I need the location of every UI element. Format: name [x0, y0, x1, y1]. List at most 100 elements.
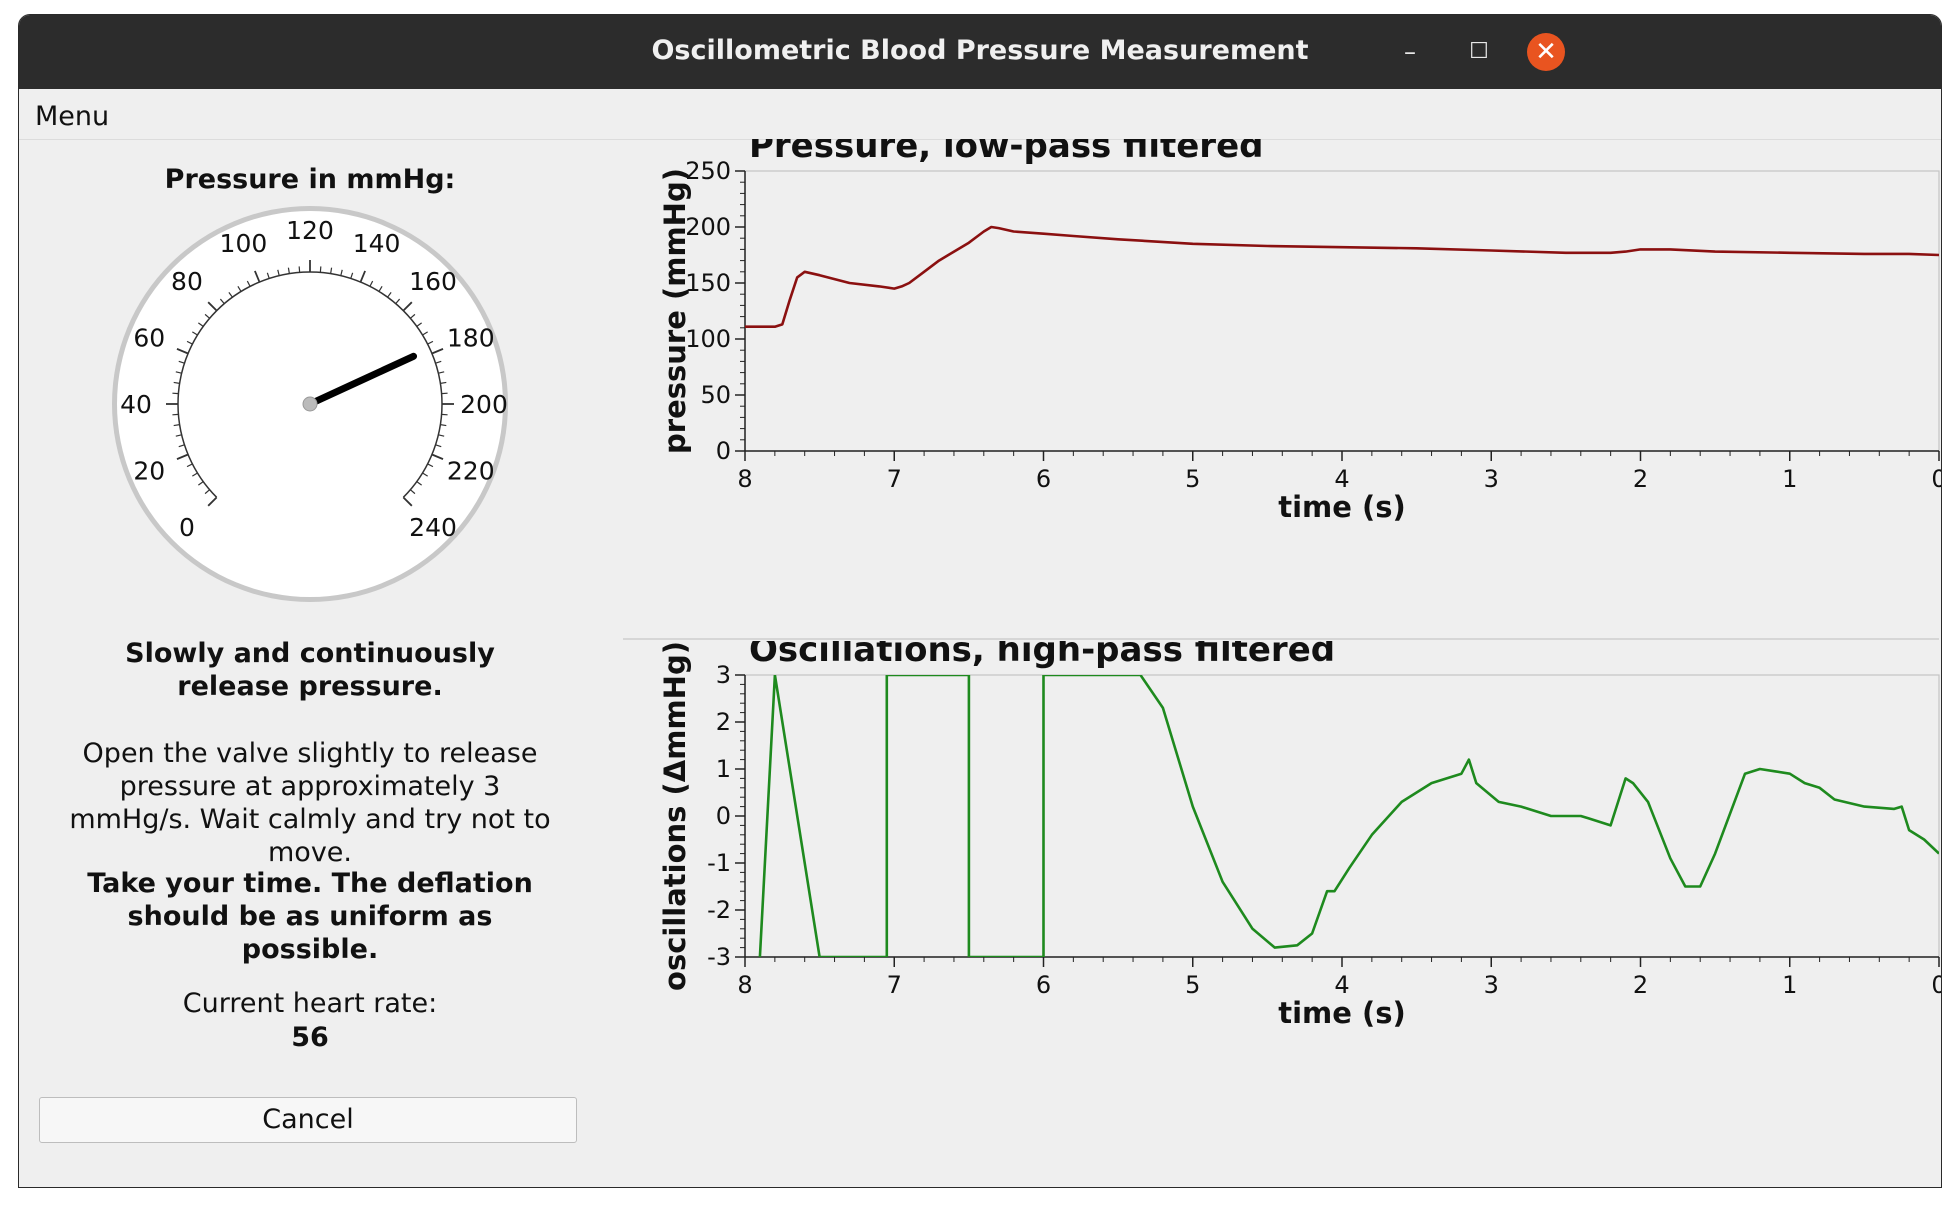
gauge-minor-tick [378, 286, 383, 292]
gauge-label: 180 [447, 323, 495, 352]
gauge-major-tick [359, 270, 366, 283]
y-axis-label: oscillations (ΔmmHg) [658, 641, 692, 991]
x-tick-label: 7 [887, 465, 902, 493]
plot-frame [744, 170, 1940, 452]
gauge-minor-tick [350, 272, 354, 279]
x-tick-label: 8 [737, 971, 752, 999]
gauge-minor-tick [440, 381, 447, 384]
y-tick-label: 0 [716, 437, 731, 465]
gauge-minor-tick [416, 481, 422, 486]
gauge-major-tick [207, 301, 218, 312]
gauge-minor-tick [409, 313, 416, 319]
gauge-hub [302, 396, 318, 412]
x-tick-label: 1 [1782, 971, 1797, 999]
close-button[interactable]: ✕ [1527, 33, 1565, 71]
gauge-minor-tick [395, 298, 401, 305]
y-tick-label: -2 [707, 896, 731, 924]
gauge-minor-tick [192, 331, 198, 336]
y-tick-label: 2 [716, 708, 731, 736]
instruction-title: Slowly and continuously release pressure… [125, 638, 495, 702]
y-tick-label: -1 [707, 849, 731, 877]
gauge-label: 200 [460, 390, 508, 419]
y-axis-label: pressure (mmHg) [658, 168, 692, 454]
gauge-minor-tick [237, 286, 242, 292]
cancel-button[interactable]: Cancel [39, 1097, 577, 1143]
gauge-major-tick [402, 496, 413, 507]
gauge-minor-tick [198, 481, 204, 486]
gauge-minor-tick [287, 267, 290, 274]
y-tick-label: 100 [685, 325, 731, 353]
maximize-button[interactable]: ☐ [1469, 39, 1489, 64]
left-panel: Pressure in mmHg: 0 20 40 60 80 100 120 140 160 1… [19, 139, 601, 1187]
gauge-label: 240 [409, 513, 457, 542]
gauge-needle [306, 352, 418, 408]
gauge-minor-tick [186, 340, 193, 345]
gauge-minor-tick [330, 267, 333, 274]
gauge-minor-tick [228, 292, 233, 298]
x-tick-label: 2 [1633, 971, 1648, 999]
gauge-minor-tick [340, 269, 343, 276]
gauge-minor-tick [204, 313, 211, 319]
gauge-minor-tick [422, 472, 428, 477]
gauge-minor-tick [186, 463, 193, 468]
x-tick-label: 0 [1931, 465, 1941, 493]
gauge-minor-tick [416, 322, 422, 327]
gauge-label: 0 [179, 513, 195, 542]
heart-rate-label: Current heart rate: [182, 988, 438, 1019]
gauge-major-tick [207, 496, 218, 507]
x-tick-label: 6 [1036, 465, 1051, 493]
x-tick-label: 5 [1185, 971, 1200, 999]
gauge-label: 140 [353, 229, 401, 258]
gauge-major-tick [431, 453, 444, 460]
data-series-line [745, 225, 1939, 328]
gauge-label: 220 [447, 457, 495, 486]
menu-item[interactable]: Menu [35, 101, 110, 132]
y-tick-label: 250 [685, 157, 731, 185]
oscillation-chart: Oscillations, high-pass filtered -3 -2 -1 0 1… [658, 641, 1941, 1030]
x-tick-label: 8 [737, 465, 752, 493]
gauge-minor-tick [175, 434, 182, 437]
x-tick-label: 2 [1633, 465, 1648, 493]
gauge-title: Pressure in mmHg: [164, 164, 456, 195]
plot-frame [744, 674, 1940, 958]
gauge-minor-tick [427, 463, 434, 468]
gauge-scale-arc [177, 271, 443, 498]
gauge-label: 120 [286, 216, 334, 245]
x-tick-label: 3 [1484, 971, 1499, 999]
y-tick-label: 1 [716, 755, 731, 783]
gauge-minor-tick [178, 444, 185, 448]
data-series-line [758, 675, 1939, 957]
x-tick-label: 0 [1931, 971, 1941, 999]
gauge-minor-tick [440, 424, 447, 427]
gauge-label: 60 [133, 323, 165, 352]
gauge-minor-tick [266, 272, 270, 279]
gauge-minor-tick [427, 340, 434, 345]
gauge-minor-tick [173, 424, 180, 427]
x-tick-label: 4 [1334, 971, 1349, 999]
gauge-minor-tick [219, 298, 225, 305]
x-tick-label: 4 [1334, 465, 1349, 493]
x-axis-label: time (s) [1278, 996, 1406, 1030]
gauge-minor-tick [246, 280, 251, 287]
gauge-minor-tick [198, 322, 204, 327]
gauge-major-tick [176, 453, 189, 460]
x-tick-label: 1 [1782, 465, 1797, 493]
gauge-minor-tick [435, 444, 442, 448]
x-tick-label: 5 [1185, 465, 1200, 493]
instruction-note: Take your time. The deflation should be … [87, 868, 533, 965]
gauge-minor-tick [204, 489, 211, 495]
instruction-body: Open the valve slightly to release press… [69, 738, 551, 868]
gauge-minor-tick [435, 360, 442, 364]
x-tick-label: 3 [1484, 465, 1499, 493]
app-window: Oscillometric Blood Pressure Measurement… [18, 14, 1942, 1188]
y-tick-label: -3 [707, 943, 731, 971]
gauge-label: 160 [409, 267, 457, 296]
gauge-minor-tick [387, 292, 392, 298]
gauge-major-tick [176, 348, 189, 355]
title-bar[interactable]: Oscillometric Blood Pressure Measurement… [19, 15, 1941, 89]
gauge-major-tick [431, 348, 444, 355]
gauge-minor-tick [438, 434, 445, 437]
y-tick-label: 150 [685, 269, 731, 297]
gauge-minor-tick [277, 269, 280, 276]
minimize-button[interactable]: – [1404, 38, 1416, 66]
